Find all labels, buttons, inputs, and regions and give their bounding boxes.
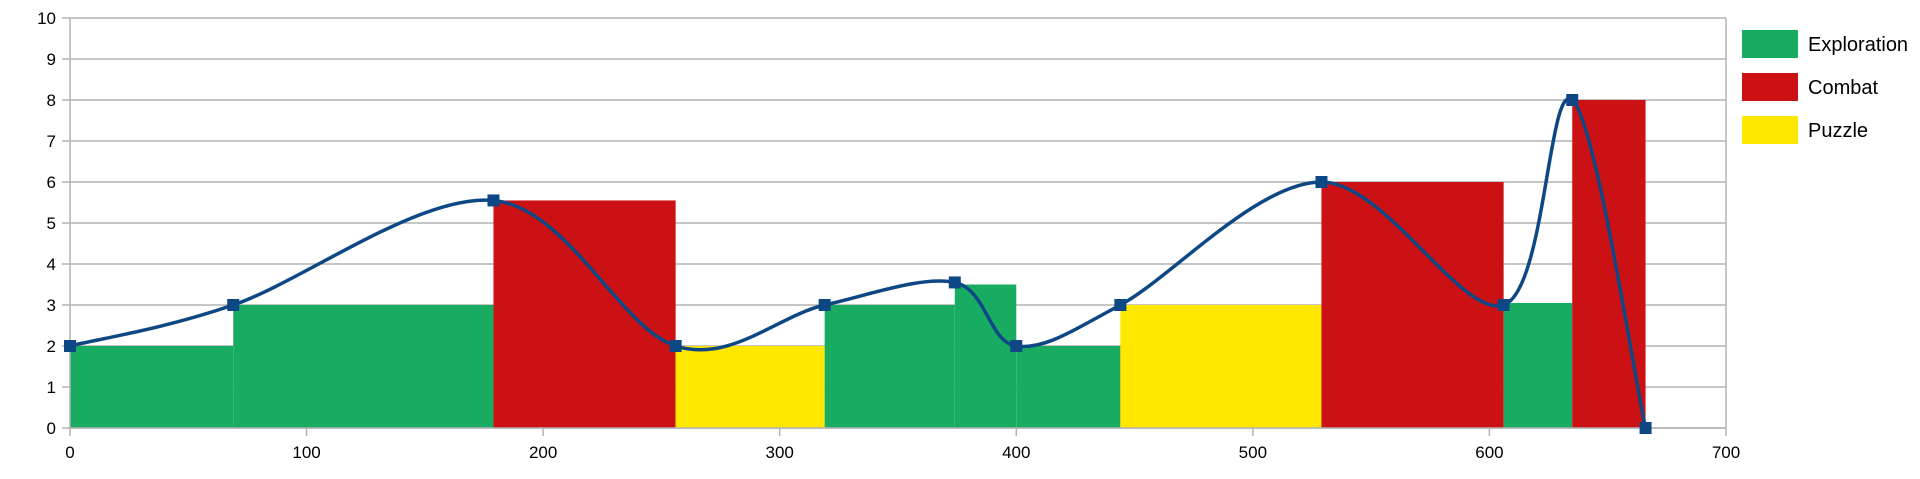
y-tick-label-7: 7 (47, 132, 56, 151)
legend-swatch-combat (1742, 73, 1798, 101)
line-point-0 (64, 340, 76, 352)
x-tick-label-200: 200 (529, 443, 557, 462)
x-tick-label-0: 0 (65, 443, 74, 462)
bar-exploration-1 (233, 305, 494, 428)
bar-puzzle-7 (1120, 305, 1322, 428)
y-tick-label-0: 0 (47, 419, 56, 438)
bar-combat-8 (1321, 182, 1504, 428)
y-tick-label-8: 8 (47, 91, 56, 110)
y-tick-label-5: 5 (47, 214, 56, 233)
intensity-curve (69, 96, 1648, 429)
intensity-line (64, 94, 1652, 434)
y-tick-label-4: 4 (47, 255, 56, 274)
x-tick-label-600: 600 (1475, 443, 1503, 462)
y-tick-label-10: 10 (37, 9, 56, 28)
bar-exploration-9 (1503, 302, 1573, 428)
y-tick-label-3: 3 (47, 296, 56, 315)
x-tick-label-500: 500 (1239, 443, 1267, 462)
x-tick-label-100: 100 (292, 443, 320, 462)
bar-segments (70, 100, 1646, 428)
x-tick-label-300: 300 (766, 443, 794, 462)
y-tick-label-2: 2 (47, 337, 56, 356)
x-tick-label-700: 700 (1712, 443, 1740, 462)
bar-exploration-0 (70, 346, 234, 428)
y-tick-label-6: 6 (47, 173, 56, 192)
line-point-2 (487, 194, 500, 207)
line-point-11 (1639, 422, 1652, 434)
line-point-8 (1315, 176, 1328, 188)
y-tick-label-9: 9 (47, 50, 56, 69)
line-point-10 (1566, 94, 1579, 106)
bar-exploration-4 (824, 305, 955, 428)
bar-exploration-5 (954, 284, 1017, 428)
line-point-7 (1114, 299, 1127, 311)
legend-label-puzzle: Puzzle (1808, 120, 1868, 142)
x-tick-label-400: 400 (1002, 443, 1030, 462)
line-point-4 (818, 299, 831, 311)
bar-combat-2 (493, 200, 676, 428)
line-point-6 (1010, 340, 1023, 352)
line-point-9 (1497, 299, 1510, 311)
legend-swatch-puzzle (1742, 116, 1798, 144)
y-tick-label-1: 1 (47, 378, 56, 397)
axes (69, 18, 1727, 436)
line-point-3 (669, 340, 682, 352)
legend: Exploration Combat Puzzle (1742, 30, 1908, 144)
legend-swatch-exploration (1742, 30, 1798, 58)
line-point-5 (948, 276, 961, 289)
line-point-1 (227, 299, 240, 311)
legend-label-combat: Combat (1808, 77, 1878, 99)
bar-puzzle-3 (675, 346, 825, 428)
bar-combat-10 (1572, 100, 1646, 428)
bar-exploration-6 (1016, 346, 1121, 428)
legend-label-exploration: Exploration (1808, 34, 1908, 56)
